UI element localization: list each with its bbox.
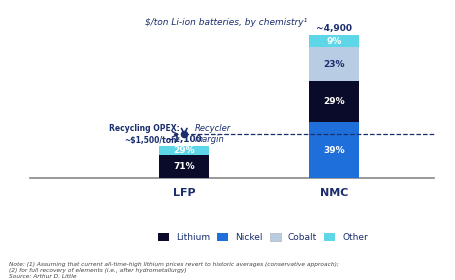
Text: LFP: LFP — [172, 188, 195, 198]
Text: ~1,100: ~1,100 — [166, 136, 202, 144]
Text: 9%: 9% — [326, 36, 341, 46]
Text: 39%: 39% — [323, 146, 344, 155]
Text: $/ton Li-ion batteries, by chemistry¹: $/ton Li-ion batteries, by chemistry¹ — [145, 18, 306, 27]
Legend: Lithium, Nickel, Cobalt, Other: Lithium, Nickel, Cobalt, Other — [154, 230, 371, 246]
Text: Recycler
margin: Recycler margin — [194, 124, 230, 144]
Bar — [159, 155, 209, 178]
Text: NMC: NMC — [319, 188, 348, 198]
Text: 29%: 29% — [323, 97, 344, 106]
Text: ~4,900: ~4,900 — [316, 24, 352, 33]
Text: 71%: 71% — [173, 162, 195, 171]
Text: Recycling OPEX:
~$1,500/ton²: Recycling OPEX: ~$1,500/ton² — [109, 124, 180, 145]
Bar — [308, 122, 359, 178]
Bar — [308, 34, 359, 48]
Text: 23%: 23% — [323, 60, 344, 69]
Text: 29%: 29% — [173, 146, 195, 155]
Text: Note: (1) Assuming that current all-time-high lithium prices revert to historic : Note: (1) Assuming that current all-time… — [9, 262, 338, 279]
Bar — [159, 146, 209, 155]
Bar — [308, 81, 359, 122]
Bar — [308, 48, 359, 81]
